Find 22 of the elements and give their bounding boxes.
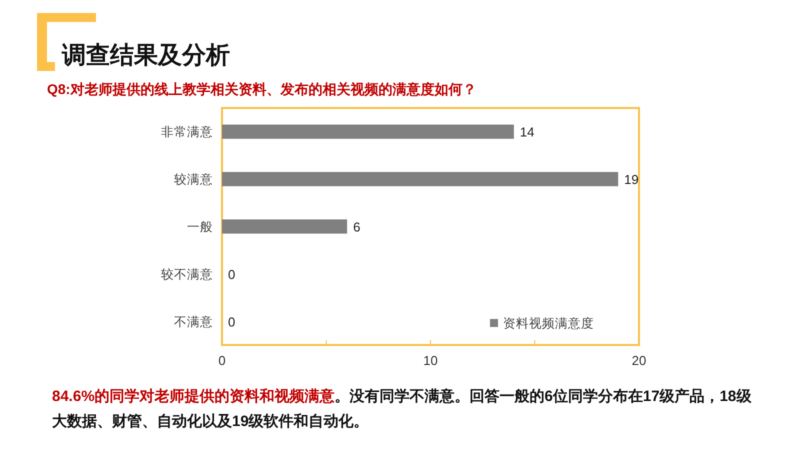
x-tick-label: 20 [632, 353, 646, 368]
data-label: 0 [228, 266, 236, 282]
y-tick-label: 较不满意 [161, 267, 213, 282]
data-label: 14 [520, 124, 534, 140]
data-label: 0 [228, 314, 236, 330]
y-tick-label: 不满意 [174, 314, 213, 329]
data-label: 19 [624, 172, 639, 188]
bar [222, 219, 348, 234]
x-tick-label: 10 [423, 353, 438, 368]
chart-title: 调查结果及分析 [61, 42, 230, 69]
bar [222, 172, 618, 186]
text: 。没有同学不满意。回答一般的6位同学分布在17级产品，18级 [334, 388, 752, 405]
text: 84.6%的同学对老师提供的资料和视频满意 [52, 388, 336, 405]
data-label: 6 [353, 220, 360, 234]
chart-subtitle: Q8:对老师提供的线上教学相关资料、发布的相关视频的满意度如何？ [47, 81, 476, 97]
text: 大数据、财管、自动化以及19级软件和自动化。 [52, 413, 369, 430]
y-tick-label: 一般 [187, 220, 213, 234]
y-tick-label: 非常满意 [161, 125, 213, 140]
bar [222, 124, 514, 139]
x-tick-label: 0 [218, 353, 226, 368]
y-tick-label: 较满意 [174, 172, 213, 187]
legend-label: 资料视频满意度 [503, 316, 594, 330]
